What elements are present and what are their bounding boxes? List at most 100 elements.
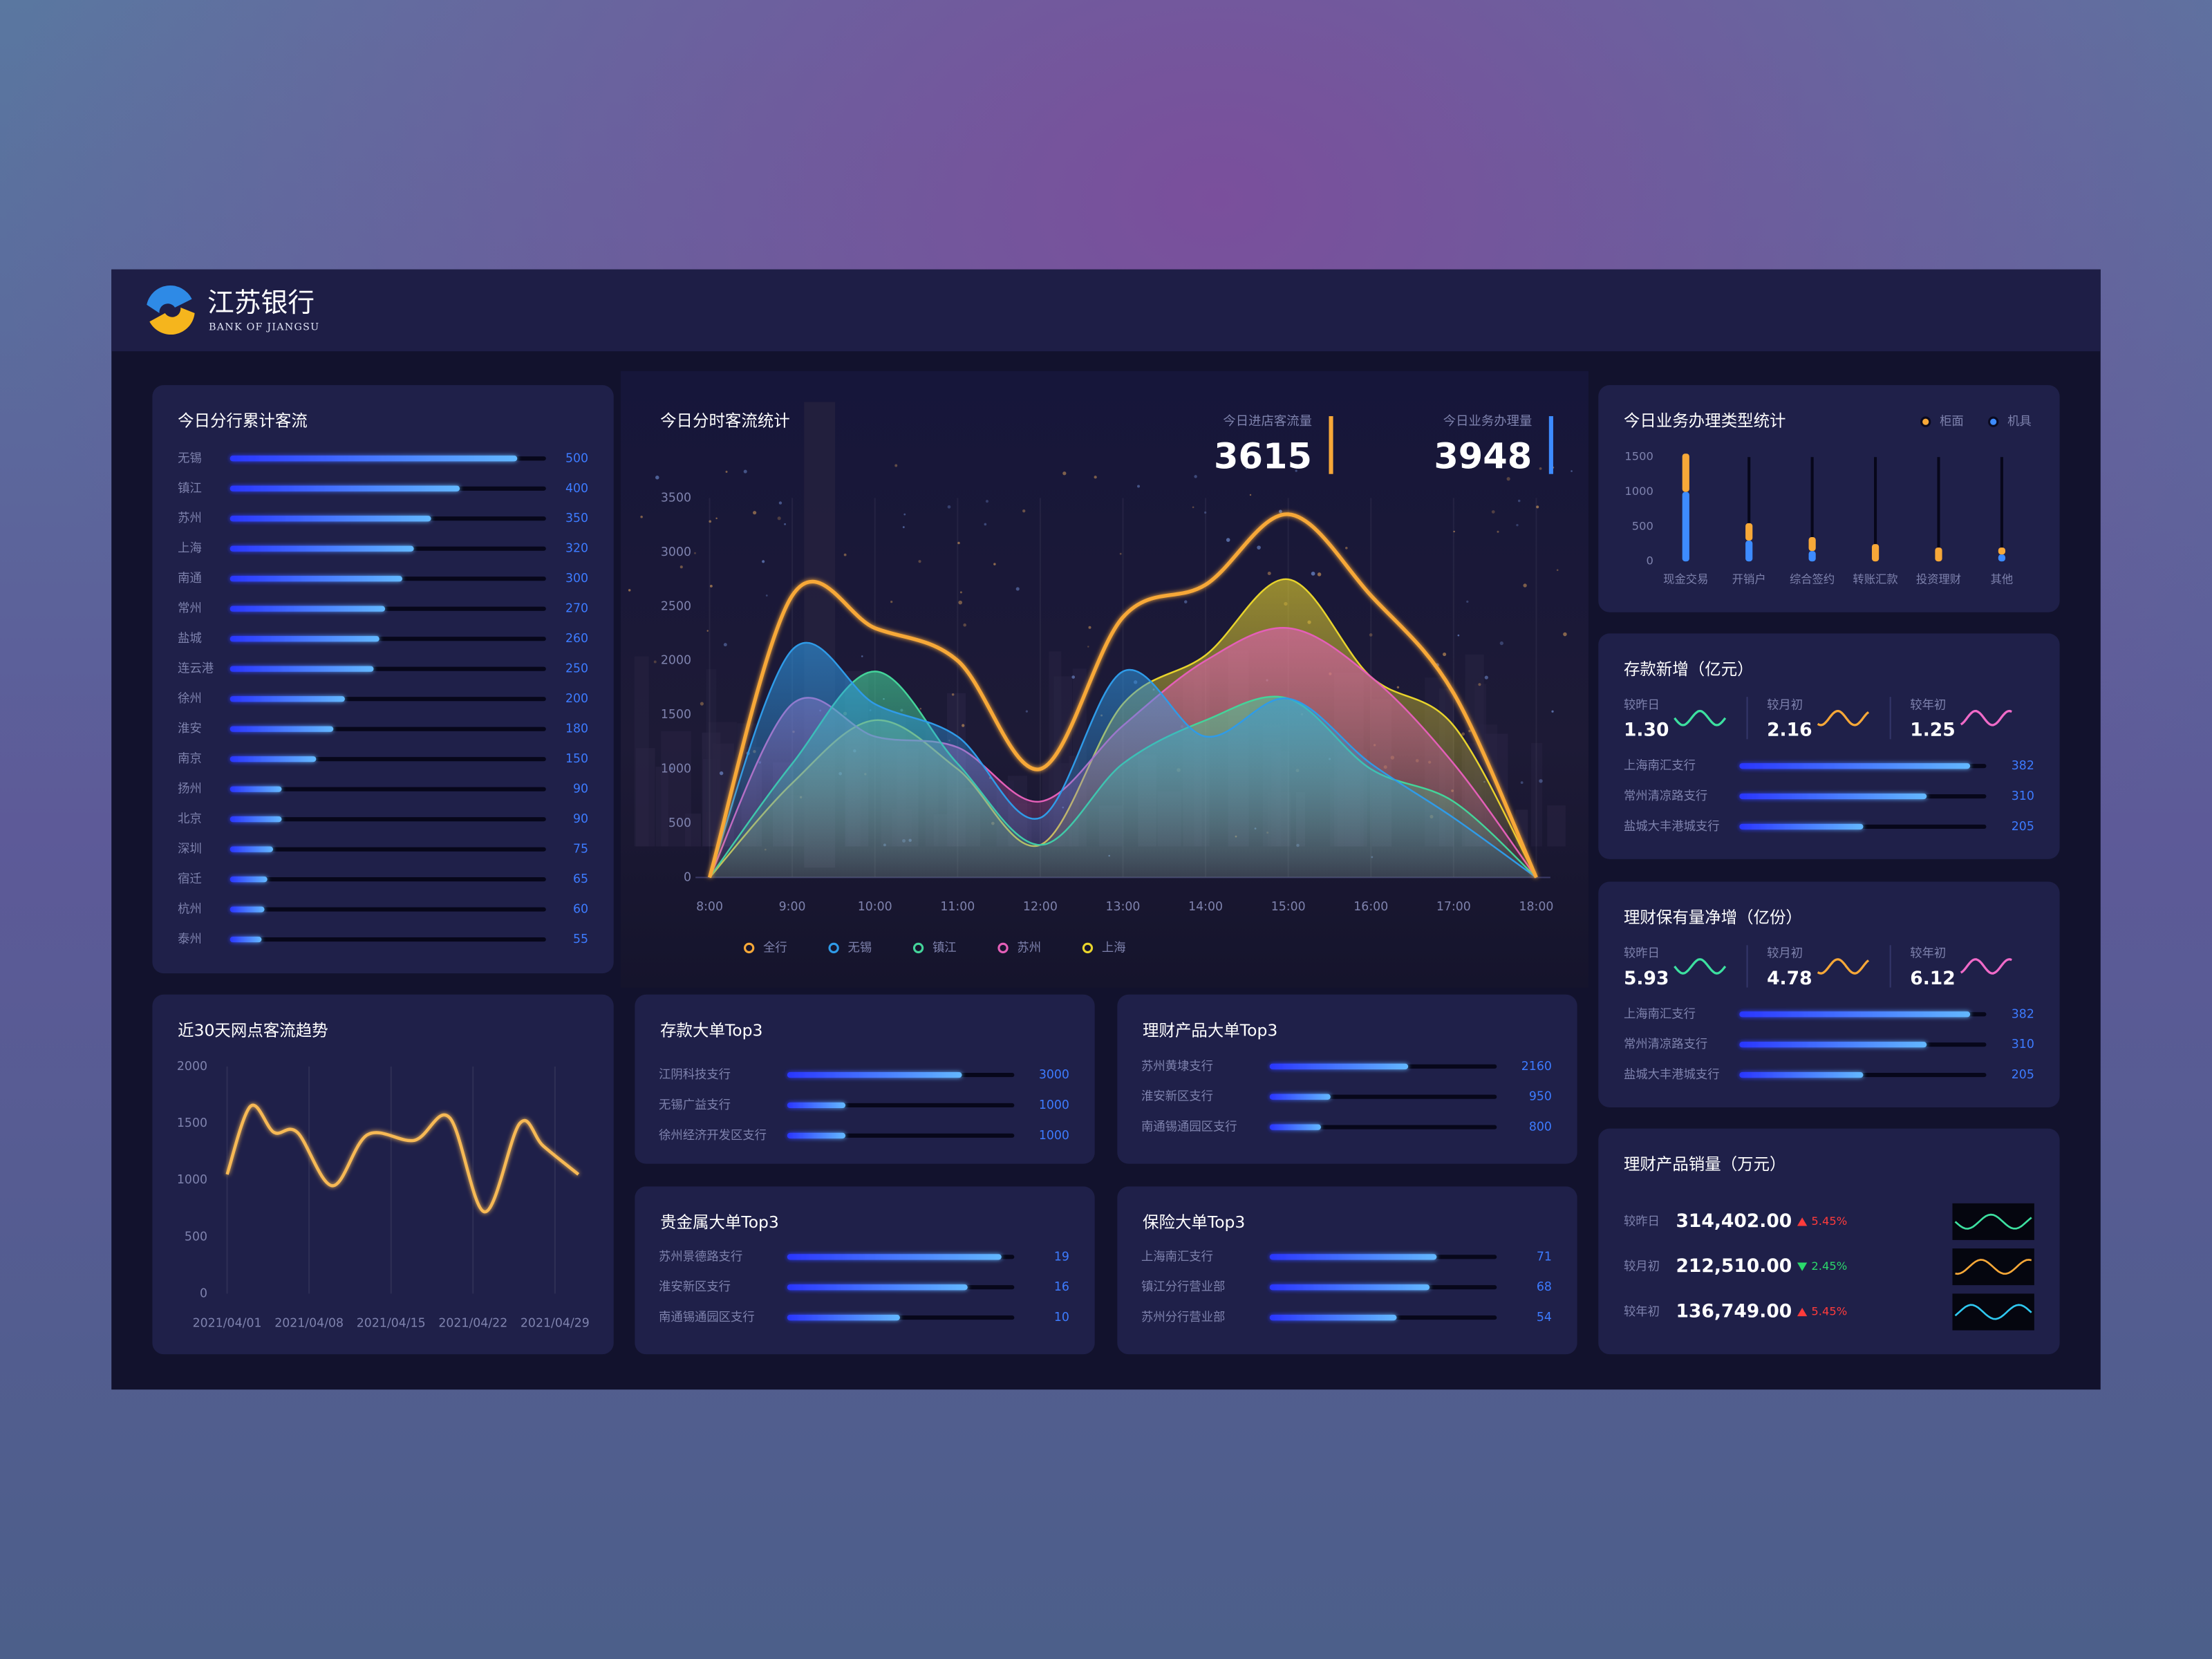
area-fill	[709, 642, 1537, 878]
panel-title: 今日分行累计客流	[178, 411, 308, 431]
skyline-building	[705, 812, 718, 847]
bar-value: 205	[2012, 1068, 2034, 1082]
y-tick-label: 500	[668, 816, 691, 830]
city-light	[1551, 710, 1554, 713]
row-label: 泰州	[178, 932, 202, 946]
city-light	[719, 771, 724, 776]
y-tick-label: 2000	[661, 654, 691, 668]
city-light	[918, 560, 921, 563]
panel-title: 理财保有量净增（亿份）	[1624, 908, 1802, 927]
bar-value: 54	[1537, 1311, 1552, 1324]
logo-mark-blue	[147, 285, 192, 314]
city-light	[993, 563, 996, 565]
row-label: 常州清凉路支行	[1624, 789, 1707, 803]
row-value: 136,749.00	[1676, 1300, 1792, 1322]
city-light	[1396, 686, 1400, 689]
panel-title: 近30天网点客流趋势	[178, 1020, 328, 1040]
city-light	[1466, 600, 1469, 603]
bar	[229, 516, 431, 522]
bar-track	[229, 787, 546, 791]
city-light	[962, 724, 965, 727]
kpi-sparkline	[1960, 958, 2012, 975]
row-label: 淮安	[178, 722, 202, 736]
kpi-label: 今日业务办理量	[1443, 414, 1533, 429]
kpi-label: 较月初	[1767, 698, 1803, 712]
bar-track	[229, 877, 546, 882]
city-light	[640, 515, 643, 518]
bar-segment	[1871, 544, 1880, 562]
y-tick-label: 1500	[177, 1116, 207, 1130]
bar	[1739, 1072, 1864, 1078]
bar-value: 250	[565, 662, 588, 676]
city-light	[959, 591, 962, 594]
bar-track	[1937, 457, 1940, 562]
panel	[635, 994, 1095, 1164]
city-light	[984, 523, 987, 526]
y-tick-label: 1500	[1624, 450, 1653, 463]
row-label: 徐州	[178, 692, 202, 706]
kpi-value: 3948	[1434, 436, 1532, 477]
bar	[229, 545, 414, 552]
bar-value: 350	[565, 512, 588, 525]
mini-chart-line	[1955, 1259, 2032, 1275]
bar-segment	[1808, 537, 1816, 552]
legend-swatch	[997, 942, 1009, 954]
x-tick-label: 投资理财	[1916, 572, 1961, 585]
bar	[787, 1254, 1002, 1260]
bar-value: 19	[1054, 1250, 1069, 1264]
header-bar	[111, 269, 2101, 352]
kpi-value: 6.12	[1910, 968, 1955, 989]
kpi-label: 较年初	[1910, 947, 1946, 961]
city-light	[1071, 675, 1076, 679]
bar-value: 90	[573, 812, 588, 826]
row-change: 5.45%	[1811, 1304, 1847, 1318]
bar-segment	[1745, 523, 1753, 541]
x-tick-label: 2021/04/01	[193, 1316, 262, 1330]
panel	[1117, 1186, 1577, 1355]
bar-segment	[1808, 551, 1816, 562]
city-light	[843, 553, 847, 556]
kpi-sparkline	[1817, 958, 1870, 975]
kpi-accent	[1548, 416, 1553, 474]
logo-mark-yellow	[149, 307, 195, 335]
y-tick-label: 0	[1646, 554, 1653, 568]
city-light	[1523, 583, 1527, 588]
city-light	[1022, 509, 1026, 513]
bar-track	[229, 937, 546, 942]
city-light	[1461, 732, 1465, 736]
kpi-value: 2.16	[1767, 720, 1812, 741]
row-label: 较年初	[1624, 1305, 1660, 1319]
mini-chart-line	[1954, 1304, 2032, 1320]
city-light	[1025, 710, 1029, 713]
row-label: 南京	[178, 752, 202, 766]
city-light	[1015, 587, 1020, 591]
city-light	[1226, 538, 1230, 542]
city-light	[958, 600, 963, 605]
row-label: 江阴科技支行	[659, 1068, 731, 1082]
panel	[1598, 633, 2060, 859]
x-tick-label: 9:00	[779, 900, 806, 914]
city-light	[725, 471, 728, 474]
y-tick-label: 1000	[177, 1173, 207, 1187]
mini-chart-bg	[1952, 1203, 2034, 1240]
bar-value: 382	[2012, 759, 2034, 773]
row-label: 淮安新区支行	[1141, 1090, 1213, 1104]
y-tick-label: 1000	[661, 762, 691, 776]
legend-label: 镇江	[932, 941, 957, 955]
city-light	[1087, 646, 1089, 648]
row-value: 212,510.00	[1676, 1255, 1792, 1277]
bar-value: 2160	[1521, 1060, 1552, 1074]
city-light	[753, 511, 757, 515]
city-light	[1536, 505, 1539, 509]
legend-swatch	[1082, 942, 1094, 954]
city-light	[985, 500, 989, 503]
bar-value: 65	[573, 872, 588, 886]
city-light	[1278, 509, 1282, 514]
bar	[229, 456, 518, 462]
city-light	[1094, 476, 1097, 479]
kpi-label: 较昨日	[1624, 947, 1660, 961]
city-light	[1443, 652, 1447, 657]
city-light	[765, 594, 768, 597]
arrow-up	[1797, 1217, 1808, 1226]
row-label: 上海	[178, 542, 202, 556]
